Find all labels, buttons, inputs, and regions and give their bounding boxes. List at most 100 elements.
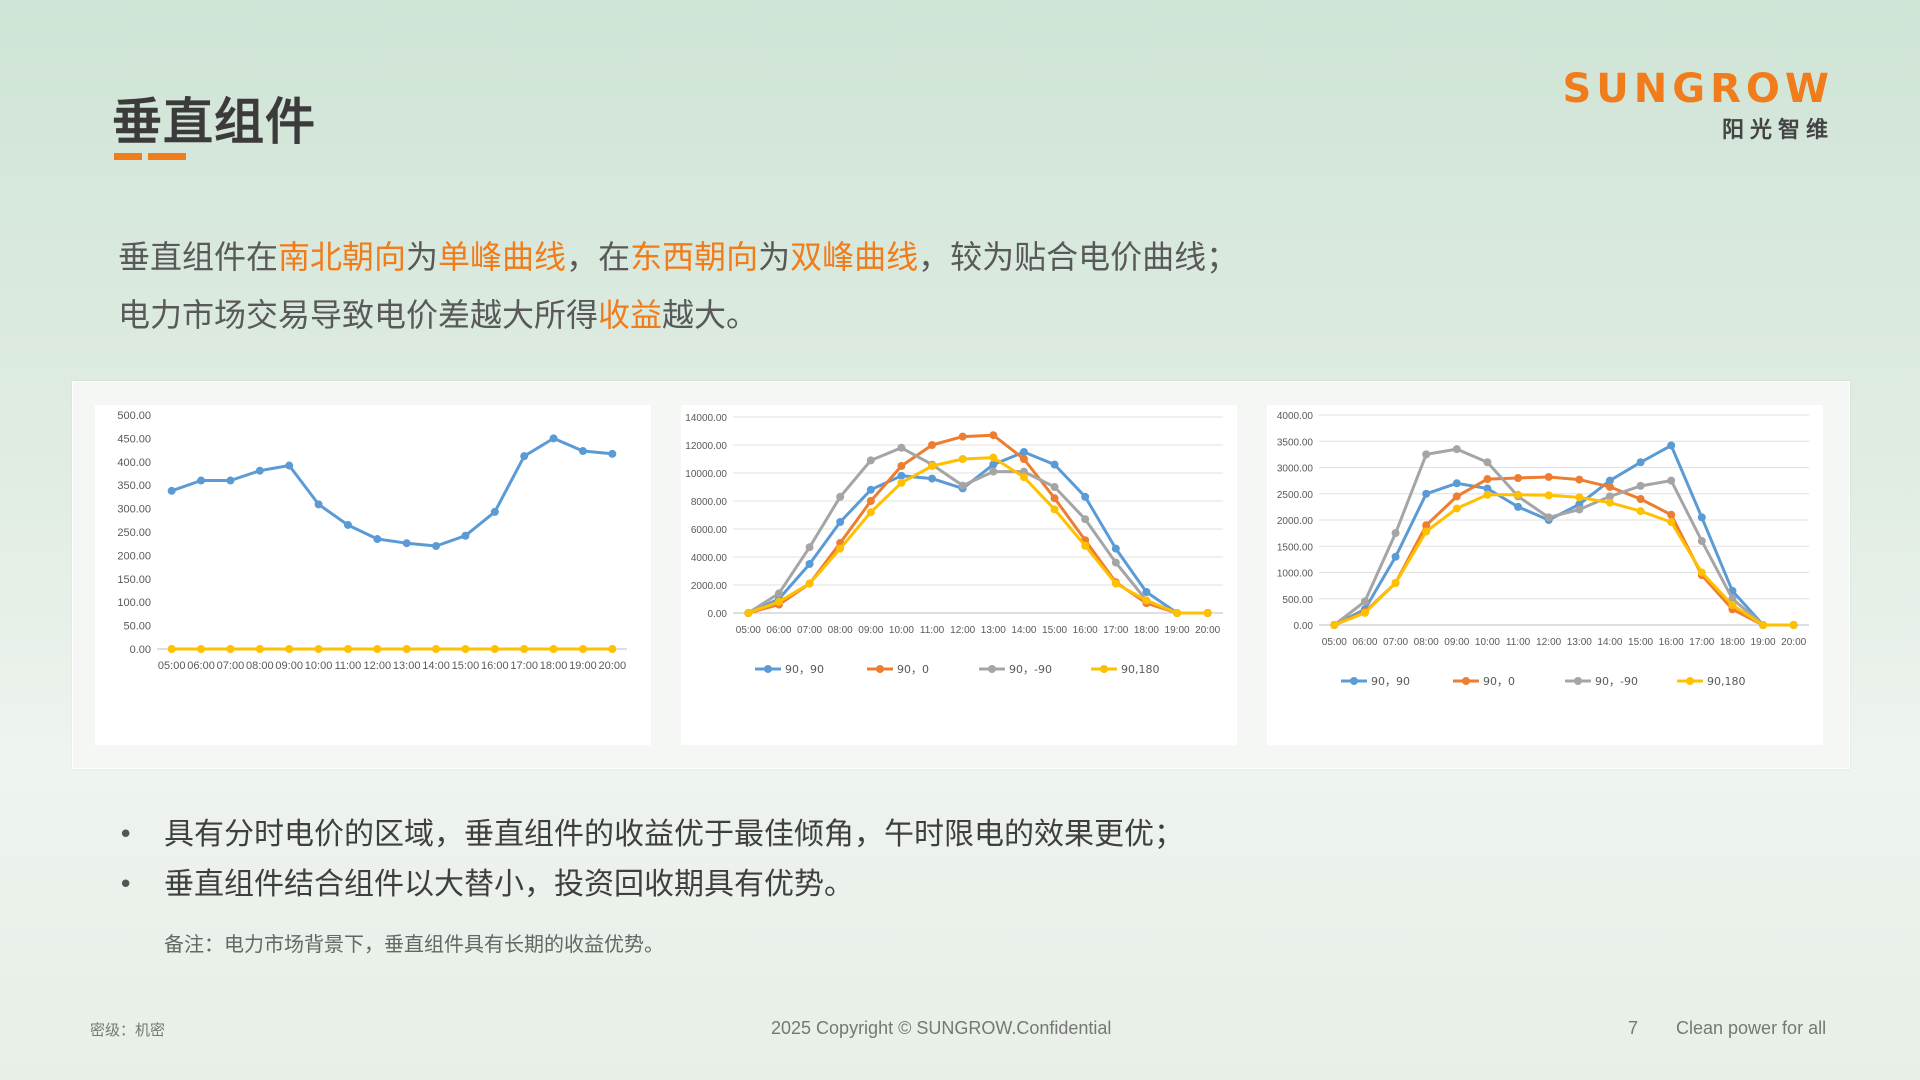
data-point: [1050, 505, 1059, 514]
sungrow-logo: SUNGROW 阳光智维: [1562, 66, 1834, 144]
data-point: [1360, 597, 1369, 606]
x-tick-label: 10:00: [889, 625, 914, 636]
y-tick-label: 100.00: [117, 597, 151, 609]
x-tick-label: 19:00: [1751, 637, 1776, 648]
data-point: [1514, 490, 1523, 499]
data-point: [285, 645, 294, 653]
y-tick-label: 2500.00: [1277, 490, 1314, 501]
y-tick-label: 50.00: [123, 621, 151, 633]
logo-subtitle: 阳光智维: [1721, 118, 1834, 143]
y-tick-label: 250.00: [117, 527, 151, 539]
intro-text-segment: 越大。: [662, 296, 759, 334]
data-point: [1019, 448, 1028, 456]
data-point: [490, 507, 499, 516]
intro-text-segment: 为: [758, 238, 791, 276]
legend-label: 90，90: [785, 663, 824, 676]
data-point: [1422, 489, 1431, 498]
y-tick-label: 12000.00: [685, 441, 727, 452]
x-tick-label: 20:00: [1195, 625, 1220, 636]
legend-label: 90，-90: [1595, 675, 1638, 688]
data-point: [1422, 450, 1431, 459]
data-point: [226, 645, 235, 653]
legend-label: 90，90: [1371, 675, 1410, 688]
data-point: [197, 476, 206, 485]
data-point: [314, 500, 323, 509]
data-point: [1452, 445, 1461, 454]
intro-text-segment: ，在: [566, 238, 631, 276]
x-tick-label: 20:00: [1781, 637, 1806, 648]
chart-svg-price: 0.00 50.00 100.00 150.00 200.00 250.00 300.00 3…: [117, 410, 627, 672]
data-point: [461, 645, 470, 653]
data-point: [520, 645, 529, 653]
series-line: [747, 456, 1208, 615]
x-tick-label: 08:00: [1414, 637, 1439, 648]
y-tick-label: 3000.00: [1277, 464, 1314, 475]
data-point: [1636, 458, 1645, 467]
data-point: [1081, 541, 1090, 550]
x-tick-label: 12:00: [364, 660, 392, 672]
data-point: [1697, 537, 1706, 545]
data-point: [805, 579, 814, 588]
data-point: [836, 518, 845, 526]
series-line: [747, 433, 1208, 615]
data-point: [866, 456, 875, 465]
y-tick-label: 3500.00: [1277, 437, 1314, 448]
data-point: [520, 452, 529, 461]
x-tick-label: 16:00: [1073, 625, 1098, 636]
data-point: [958, 432, 967, 441]
data-point: [928, 474, 937, 483]
data-point: [490, 645, 499, 653]
data-point: [1452, 492, 1461, 501]
data-point: [989, 460, 998, 469]
y-tick-label: 150.00: [117, 574, 151, 586]
series-line: [747, 450, 1208, 615]
x-tick-label: 16:00: [481, 660, 509, 672]
x-tick-label: 08:00: [828, 625, 853, 636]
data-point: [1111, 579, 1120, 588]
legend-marker: [1574, 677, 1582, 685]
data-point: [1605, 482, 1614, 491]
data-point: [255, 645, 264, 653]
data-point: [836, 492, 845, 501]
data-point: [578, 645, 587, 653]
x-tick-label: 17:00: [1103, 625, 1128, 636]
highlight-text: 南北朝向: [278, 238, 407, 276]
y-tick-label: 1500.00: [1277, 542, 1314, 553]
data-point: [1575, 475, 1584, 484]
data-point: [1605, 498, 1614, 507]
data-point: [1173, 609, 1182, 617]
data-point: [461, 531, 470, 540]
x-tick-label: 12:00: [950, 625, 975, 636]
x-tick-label: 16:00: [1659, 637, 1684, 648]
data-point: [1142, 596, 1151, 605]
data-point: [1605, 476, 1614, 485]
y-tick-label: 4000.00: [691, 553, 728, 564]
data-point: [1360, 608, 1369, 617]
data-point: [1667, 510, 1676, 519]
data-point: [897, 471, 906, 480]
series-line: [1333, 493, 1794, 627]
y-tick-label: 200.00: [117, 550, 151, 562]
y-tick-label: 400.00: [117, 457, 151, 469]
x-tick-label: 18:00: [1720, 637, 1745, 648]
x-tick-label: 13:00: [981, 625, 1006, 636]
data-point: [866, 508, 875, 517]
data-point: [1391, 579, 1400, 587]
series-line: [747, 446, 1208, 615]
y-tick-label: 1000.00: [1277, 569, 1314, 580]
data-point: [1697, 568, 1706, 577]
data-point: [1667, 518, 1676, 527]
y-tick-label: 350.00: [117, 480, 151, 492]
data-point: [1483, 475, 1492, 484]
data-point: [432, 645, 441, 653]
data-point: [1636, 481, 1645, 490]
x-tick-label: 13:00: [393, 660, 421, 672]
intro-text: 垂直组件在南北朝向为单峰曲线，在东西朝向为双峰曲线，较为贴合电价曲线； 电力市场…: [118, 228, 1238, 344]
y-tick-label: 0.00: [130, 644, 151, 656]
x-tick-label: 11:00: [335, 660, 362, 672]
charts-panel: 0.00 50.00 100.00 150.00 200.00 250.00 300.00 3…: [72, 381, 1850, 769]
data-point: [167, 645, 176, 653]
x-tick-label: 06:00: [1352, 637, 1377, 648]
data-point: [958, 455, 967, 463]
chart-svg-output-2: 0.00 500.00 1000.00 1500.00 2000.00 2500.00 30…: [1277, 411, 1809, 688]
